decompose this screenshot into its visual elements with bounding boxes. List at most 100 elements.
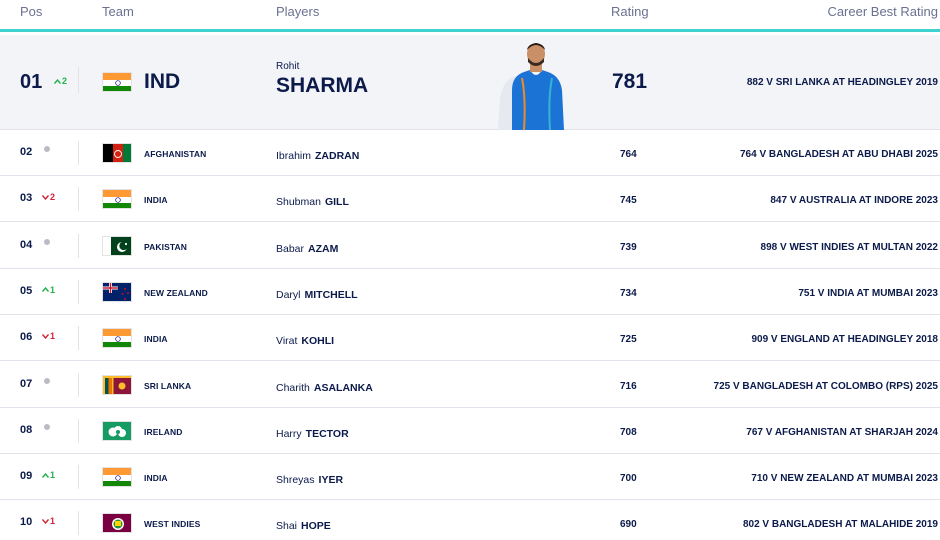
row-position: 03: [20, 192, 33, 205]
row-team: INDIA: [144, 473, 168, 484]
row-movement: 1: [42, 331, 55, 341]
table-row[interactable]: 05 1 NEW ZEALAND Daryl MITCHELL 734 751 V INDI…: [0, 268, 940, 315]
row-career-best: 725 V BANGLADESH AT COLOMBO (RPS) 2025: [713, 380, 938, 392]
chevron-up-icon: [54, 78, 61, 84]
row-movement: 1: [42, 470, 55, 480]
header-team: Team: [102, 4, 134, 19]
row-rating: 690: [620, 519, 637, 531]
row-player-name[interactable]: Harry TECTOR: [276, 428, 349, 440]
row-team: IRELAND: [144, 426, 183, 437]
india-flag: [102, 72, 132, 92]
table-row[interactable]: 02 AFGHANISTAN Ibrahim ZADRAN 764 764 V BANGL…: [0, 130, 940, 176]
table-row[interactable]: 08 IRELAND Harry TECTOR 708 767 V AFGHANISTAN…: [0, 407, 940, 454]
row-career-best: 710 V NEW ZEALAND AT MUMBAI 2023: [751, 473, 938, 485]
row-first-name: Daryl: [276, 288, 301, 301]
india-flag: [102, 467, 132, 488]
row-player-name[interactable]: Shubman GILL: [276, 196, 349, 208]
row-movement: [42, 377, 50, 384]
leader-last-name: SHARMA: [276, 74, 369, 97]
row-team: INDIA: [144, 195, 168, 206]
row-team: NEW ZEALAND: [144, 287, 208, 298]
row-first-name: Virat: [276, 335, 298, 348]
leader-row[interactable]: 01 2 IND Rohit SHARMA 781 882 V SRI LANK…: [0, 35, 940, 130]
pakistan-flag: [102, 235, 132, 256]
divider: [78, 187, 79, 212]
row-player-name[interactable]: Charith ASALANKA: [276, 382, 373, 394]
row-career-best: 909 V ENGLAND AT HEADINGLEY 2018: [751, 334, 938, 346]
no-change-dot-icon: [44, 238, 50, 245]
table-row[interactable]: 10 1 WEST INDIES Shai HOPE 690 802 V BANGLADES…: [0, 500, 940, 540]
row-first-name: Shai: [276, 520, 298, 533]
row-movement: [42, 146, 50, 152]
row-rating: 745: [620, 195, 637, 207]
leader-team: IND: [144, 70, 181, 93]
row-career-best: 764 V BANGLADESH AT ABU DHABI 2025: [739, 149, 938, 160]
row-position: 05: [20, 284, 33, 297]
ireland-flag: [102, 420, 132, 441]
row-rating: 716: [620, 380, 637, 392]
movement-value: 2: [50, 192, 56, 203]
chevron-up-icon: [42, 472, 49, 478]
row-player-name[interactable]: Virat KOHLI: [276, 335, 334, 347]
row-player-name[interactable]: Shreyas IYER: [276, 474, 343, 486]
header-pos: Pos: [20, 4, 43, 19]
india-flag: [102, 328, 132, 349]
row-player-name[interactable]: Babar AZAM: [276, 243, 338, 255]
row-rating: 725: [620, 334, 637, 346]
table-row[interactable]: 07 SRI LANKA Charith ASALANKA 716 725 V BANGL…: [0, 361, 940, 408]
row-player-name[interactable]: Shai HOPE: [276, 520, 331, 532]
new-zealand-flag: [102, 281, 132, 302]
chevron-up-icon: [42, 287, 49, 293]
row-last-name: ASALANKA: [313, 381, 373, 394]
row-first-name: Charith: [276, 381, 310, 394]
no-change-dot-icon: [44, 146, 50, 152]
row-movement: [42, 423, 50, 430]
sri-lanka-flag: [102, 374, 132, 395]
leader-player-name[interactable]: Rohit SHARMA: [276, 61, 368, 98]
leader-movement: 2: [54, 76, 67, 86]
row-movement: [42, 238, 50, 245]
row-position: 08: [20, 423, 33, 436]
divider: [78, 279, 79, 304]
chevron-down-icon: [42, 194, 49, 200]
header-career-best: Career Best Rating: [827, 4, 938, 19]
row-last-name: MITCHELL: [304, 288, 358, 301]
header-rating: Rating: [611, 4, 649, 19]
divider: [78, 511, 79, 536]
row-team: INDIA: [144, 334, 168, 345]
table-row[interactable]: 04 PAKISTAN Babar AZAM 739 898 V WEST INDIES …: [0, 222, 940, 269]
row-career-best: 767 V AFGHANISTAN AT SHARJAH 2024: [746, 426, 938, 438]
leader-first-name: Rohit: [276, 61, 300, 72]
row-rating: 708: [620, 426, 637, 438]
table-row[interactable]: 03 2 INDIA Shubman GILL 745 847 V AUSTRALIA AT…: [0, 176, 940, 223]
row-rating: 734: [620, 287, 637, 299]
row-movement: 2: [42, 192, 55, 202]
table-row[interactable]: 06 1 INDIA Virat KOHLI 725 909 V ENGLAND AT HE…: [0, 315, 940, 362]
row-team: AFGHANISTAN: [144, 149, 207, 159]
row-rating: 700: [620, 473, 637, 485]
movement-value: 1: [50, 470, 56, 481]
row-team: SRI LANKA: [144, 380, 192, 391]
rankings-header: Pos Team Players Rating Career Best Rati…: [0, 0, 940, 32]
row-player-name[interactable]: Ibrahim ZADRAN: [276, 150, 359, 162]
row-position: 10: [20, 516, 33, 529]
chevron-down-icon: [42, 333, 49, 339]
row-player-name[interactable]: Daryl MITCHELL: [276, 289, 358, 301]
divider: [78, 141, 79, 165]
row-last-name: GILL: [324, 196, 349, 209]
movement-value: 1: [50, 331, 56, 342]
row-last-name: KOHLI: [301, 335, 335, 348]
row-position: 04: [20, 238, 33, 251]
header-players: Players: [276, 4, 320, 19]
row-last-name: AZAM: [308, 242, 339, 255]
row-movement: 1: [42, 516, 55, 526]
leader-movement-value: 2: [62, 76, 68, 86]
table-row[interactable]: 09 1 INDIA Shreyas IYER 700 710 V NEW ZEALAND …: [0, 454, 940, 501]
divider: [78, 465, 79, 490]
row-career-best: 898 V WEST INDIES AT MULTAN 2022: [760, 241, 938, 253]
india-flag: [102, 189, 132, 210]
row-position: 07: [20, 377, 33, 390]
leader-position: 01: [20, 71, 43, 93]
divider: [78, 418, 79, 443]
row-career-best: 751 V INDIA AT MUMBAI 2023: [798, 287, 938, 299]
